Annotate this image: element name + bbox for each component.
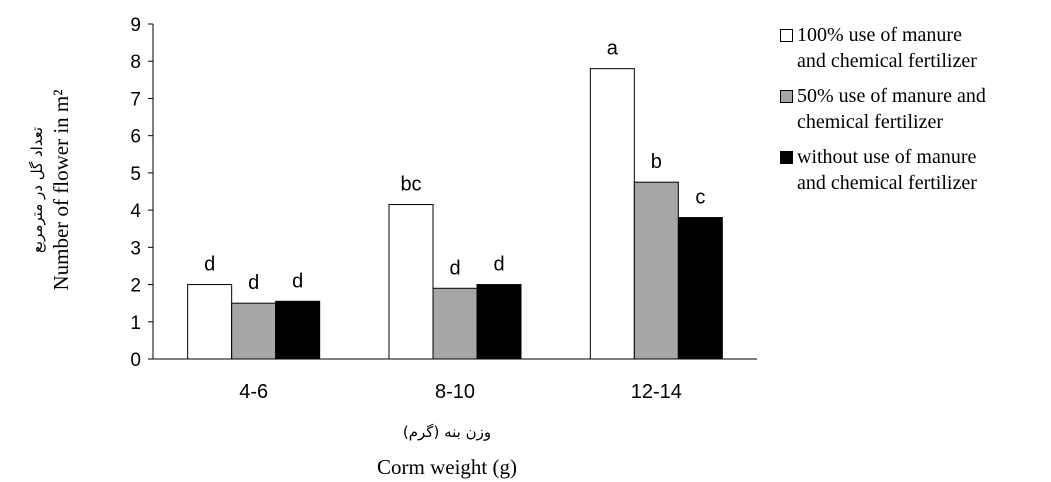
bar bbox=[187, 284, 233, 360]
bars bbox=[187, 68, 723, 360]
legend-swatch bbox=[780, 29, 793, 42]
x-category-label: 12-14 bbox=[631, 381, 682, 403]
legend-label: 100% use of manure and chemical fertilize… bbox=[797, 22, 977, 74]
legend-swatch bbox=[780, 90, 793, 103]
bar bbox=[388, 204, 434, 360]
y-tick-label: 1 bbox=[130, 313, 141, 334]
legend-item: without use of manure and chemical fertil… bbox=[780, 144, 1050, 196]
significance-label: c bbox=[695, 187, 705, 209]
y-axis-title-alt: تعداد گل در مترمربع bbox=[28, 127, 46, 253]
significance-label: bc bbox=[400, 174, 421, 196]
y-tick-label: 0 bbox=[130, 350, 141, 371]
y-axis-ticks: 0 1 2 3 4 5 6 7 8 9 bbox=[130, 15, 153, 371]
legend: 100% use of manure and chemical fertilize… bbox=[780, 22, 1050, 205]
bar bbox=[275, 300, 321, 360]
x-category-label: 4-6 bbox=[239, 381, 268, 403]
legend-item: 100% use of manure and chemical fertilize… bbox=[780, 22, 1050, 74]
legend-label: 50% use of manure and chemical fertilizer bbox=[797, 83, 986, 135]
significance-label: d bbox=[493, 254, 504, 276]
x-category-label: 8-10 bbox=[435, 381, 475, 403]
significance-label: a bbox=[607, 38, 619, 60]
legend-label-line: and chemical fertilizer bbox=[797, 50, 977, 72]
y-tick-label: 3 bbox=[130, 238, 141, 259]
legend-label-line: chemical fertilizer bbox=[797, 111, 944, 133]
significance-label: d bbox=[248, 272, 259, 294]
bar bbox=[589, 68, 635, 360]
y-tick-label: 2 bbox=[130, 276, 141, 297]
bar bbox=[677, 217, 723, 360]
y-tick-label: 6 bbox=[130, 127, 141, 148]
legend-label-line: 100% use of manure bbox=[797, 24, 962, 46]
y-tick-label: 8 bbox=[130, 52, 141, 73]
significance-label: d bbox=[449, 257, 460, 279]
y-tick-label: 4 bbox=[130, 201, 141, 222]
legend-label-line: 50% use of manure and bbox=[797, 85, 986, 107]
y-tick-label: 9 bbox=[130, 15, 141, 36]
legend-label: without use of manure and chemical fertil… bbox=[797, 144, 977, 196]
bar bbox=[476, 284, 522, 360]
x-axis-title: Corm weight (g) bbox=[377, 455, 517, 479]
bar bbox=[432, 287, 478, 360]
y-tick-label: 5 bbox=[130, 164, 141, 185]
significance-label: b bbox=[651, 151, 662, 173]
significance-label: d bbox=[204, 254, 215, 276]
x-axis-title-alt: وزن بنه (گرم) bbox=[403, 423, 491, 441]
y-tick-label: 7 bbox=[130, 89, 141, 110]
category-labels: 4-6 8-10 12-14 bbox=[239, 381, 682, 403]
significance-label: d bbox=[292, 270, 303, 292]
legend-swatch bbox=[780, 151, 793, 164]
bar bbox=[231, 302, 277, 360]
legend-item: 50% use of manure and chemical fertilizer bbox=[780, 83, 1050, 135]
bar bbox=[633, 181, 679, 360]
legend-label-line: and chemical fertilizer bbox=[797, 172, 977, 194]
y-axis-title: Number of flower in m² bbox=[49, 89, 73, 290]
legend-label-line: without use of manure bbox=[797, 146, 977, 168]
